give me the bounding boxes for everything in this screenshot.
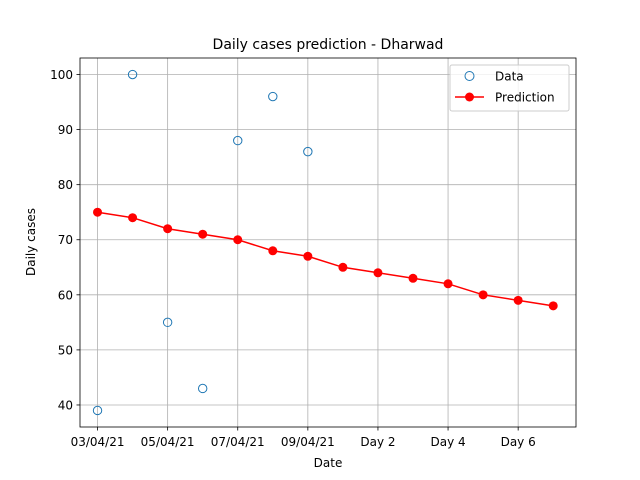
plot-frame [79, 57, 577, 428]
data-point [92, 405, 103, 416]
prediction-point [233, 235, 243, 245]
data-point [303, 146, 313, 157]
x-tick-label: 07/04/21 [211, 435, 265, 449]
legend-prediction-label: Prediction [495, 91, 555, 105]
prediction-point [128, 213, 138, 223]
prediction-point [443, 279, 453, 289]
prediction-point [338, 262, 348, 272]
chart-title: Daily cases prediction - Dharwad [213, 37, 444, 53]
legend-data-label: Data [495, 70, 524, 84]
data-point [233, 135, 243, 146]
y-tick-label: 90 [58, 123, 73, 137]
x-tick-label: 05/04/21 [141, 435, 195, 449]
y-tick-label: 80 [58, 178, 73, 192]
prediction-point [163, 224, 173, 234]
y-tick-label: 60 [58, 288, 73, 302]
x-tick-label: Day 6 [501, 435, 536, 449]
prediction-point [198, 229, 208, 239]
data-point [268, 91, 278, 102]
x-tick-label: 09/04/21 [281, 435, 335, 449]
y-tick-label: 100 [50, 68, 73, 82]
prediction-point [373, 268, 383, 278]
prediction-point [268, 246, 278, 256]
y-tick-label: 40 [58, 398, 73, 412]
y-axis-label: Daily cases [24, 208, 38, 276]
legend-prediction-marker [465, 92, 474, 102]
legend-box [449, 64, 570, 112]
y-axis: 40 50 60 70 80 90 100 [50, 68, 80, 412]
prediction-point [408, 273, 418, 283]
prediction-line [97, 211, 554, 307]
x-tick-label: Day 4 [430, 435, 465, 449]
x-tick-label: Day 2 [360, 435, 395, 449]
y-tick-label: 70 [58, 233, 73, 247]
prediction-point [513, 295, 523, 305]
data-point [127, 69, 138, 80]
x-tick-label: 03/04/21 [71, 435, 125, 449]
x-axis: 03/04/21 05/04/21 07/04/21 09/04/21 Day 2 Day… [71, 427, 536, 449]
legend: Data Prediction [449, 64, 570, 112]
legend-data-marker [464, 71, 475, 81]
prediction-point [303, 251, 313, 261]
series-layer [92, 69, 558, 416]
prediction-point [478, 290, 488, 300]
y-tick-label: 50 [58, 343, 73, 357]
prediction-point [93, 207, 103, 217]
data-point [162, 317, 173, 328]
data-point [197, 383, 208, 394]
x-axis-label: Date [314, 456, 343, 470]
prediction-point [548, 301, 558, 311]
